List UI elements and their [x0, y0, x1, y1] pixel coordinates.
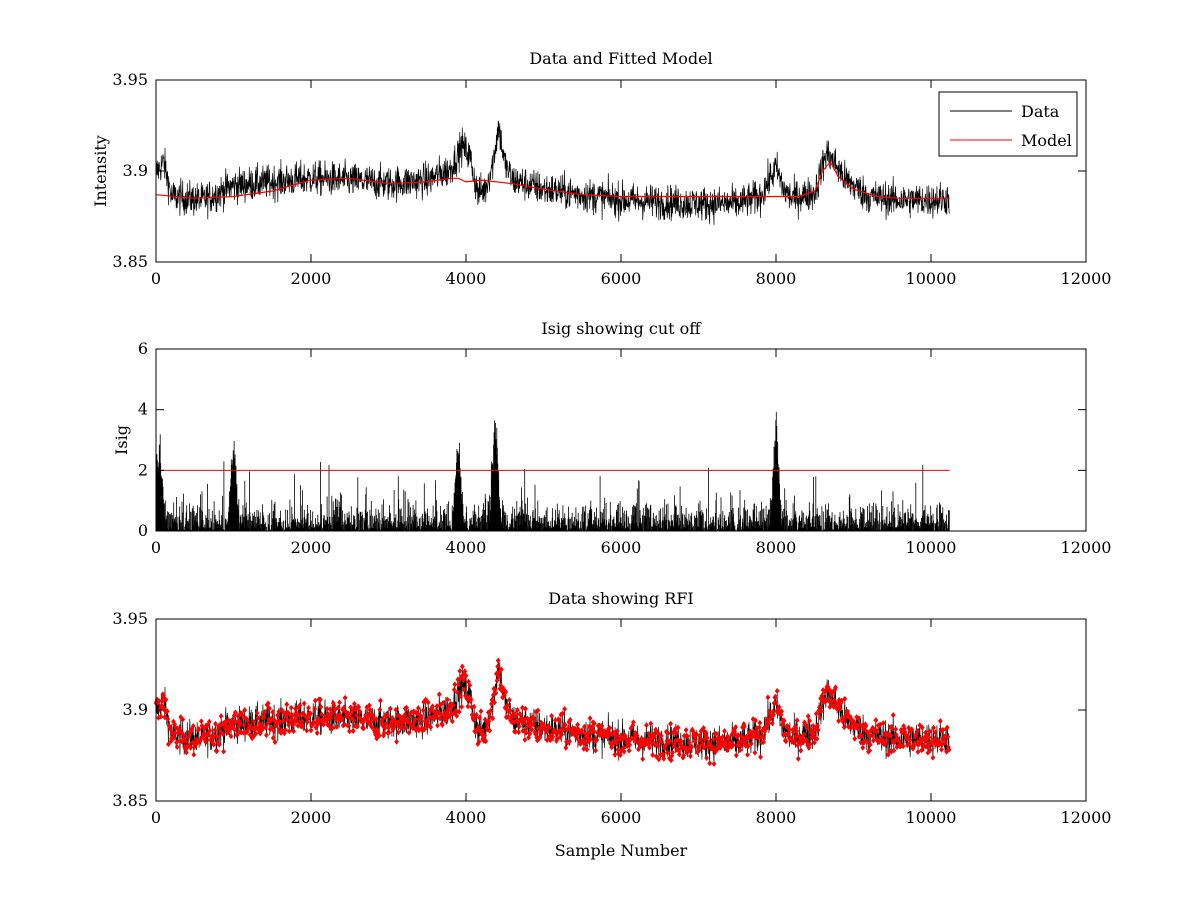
x-tick-label: 12000: [1061, 808, 1112, 827]
model-series-line: [155, 160, 950, 199]
panel1-ticks: 0 2000 4000 6000 8000 10000 12000 3.85 3.9 3.95: [112, 70, 1111, 288]
y-tick-label: 2: [138, 460, 148, 479]
x-tick-label: 4000: [446, 269, 487, 288]
legend-box: [938, 91, 1078, 157]
y-tick-label: 6: [138, 339, 148, 358]
y-tick-label: 3.95: [112, 70, 148, 89]
data-series-line: [155, 120, 950, 225]
y-tick-label: 3.85: [112, 252, 148, 271]
x-tick-label: 6000: [601, 808, 642, 827]
x-tick-label: 2000: [291, 269, 332, 288]
y-tick-label: 3.85: [112, 791, 148, 810]
y-tick-label: 4: [138, 400, 148, 419]
panel2-ylabel: Isig: [112, 425, 131, 455]
panel3-xlabel: Sample Number: [555, 841, 688, 860]
y-tick-label: 3.95: [112, 609, 148, 628]
x-tick-label: 0: [151, 538, 161, 557]
x-tick-label: 2000: [291, 538, 332, 557]
panel-data-and-model: Data and Fitted Model Intensity 0 2000 400…: [91, 49, 1111, 288]
panel2-ticks: 0 2000 4000 6000 8000 10000 12000 0 2 4 6: [138, 339, 1112, 557]
panel-isig-cutoff: Isig showing cut off Isig 0 2000 4000 6000 8…: [112, 319, 1111, 557]
panel1-title: Data and Fitted Model: [529, 49, 712, 68]
panel1-series: [155, 120, 950, 225]
y-tick-label: 3.9: [123, 700, 148, 719]
panel3-title: Data showing RFI: [548, 589, 693, 608]
legend: Data Model: [938, 91, 1078, 157]
x-tick-label: 8000: [756, 269, 797, 288]
x-tick-label: 0: [151, 269, 161, 288]
x-tick-label: 10000: [906, 538, 957, 557]
panel2-title: Isig showing cut off: [541, 319, 702, 338]
x-tick-label: 8000: [756, 538, 797, 557]
x-tick-label: 12000: [1061, 538, 1112, 557]
panel3-ticks: 0 2000 4000 6000 8000 10000 12000 3.85 3.9 3.95: [112, 609, 1111, 827]
legend-data-label: Data: [1021, 102, 1060, 121]
x-tick-label: 10000: [906, 269, 957, 288]
x-tick-label: 2000: [291, 808, 332, 827]
y-tick-label: 0: [138, 521, 148, 540]
legend-model-label: Model: [1021, 131, 1072, 150]
x-tick-label: 6000: [601, 538, 642, 557]
x-tick-label: 6000: [601, 269, 642, 288]
panel1-ylabel: Intensity: [91, 135, 110, 207]
x-tick-label: 8000: [756, 808, 797, 827]
x-tick-label: 4000: [446, 808, 487, 827]
y-tick-label: 3.9: [123, 161, 148, 180]
x-tick-label: 0: [151, 808, 161, 827]
x-tick-label: 4000: [446, 538, 487, 557]
x-tick-label: 10000: [906, 808, 957, 827]
panel-data-rfi: Data showing RFI 0 2000 4000 6000 8000 10000 1…: [112, 589, 1111, 860]
x-tick-label: 12000: [1061, 269, 1112, 288]
